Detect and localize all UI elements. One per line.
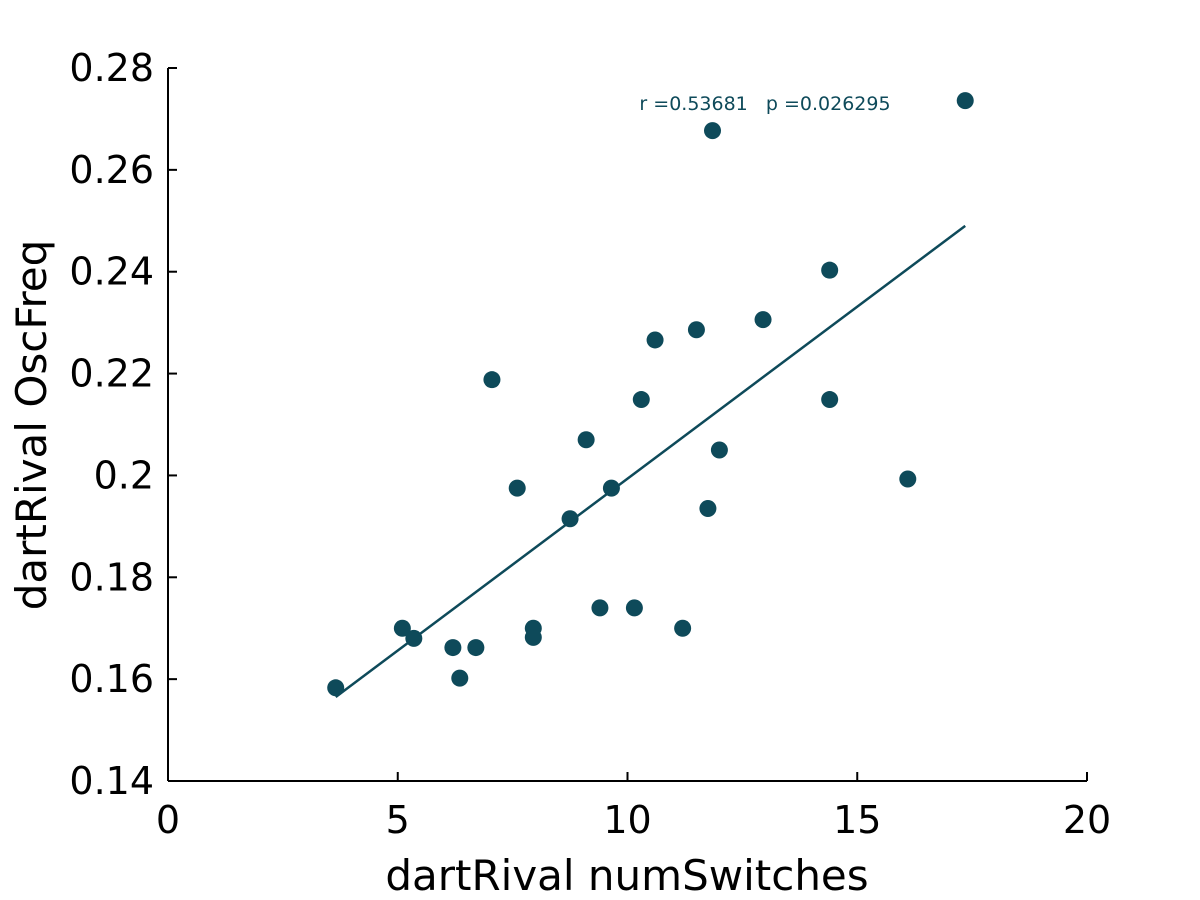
correlation-annotation: r =0.53681 p =0.026295 — [639, 93, 890, 115]
data-point — [393, 619, 411, 637]
x-tick-label: 5 — [386, 798, 410, 842]
y-tick-label: 0.28 — [69, 46, 154, 90]
data-point — [646, 331, 664, 349]
regression-line — [334, 224, 966, 698]
x-tick-label: 20 — [1063, 798, 1111, 842]
data-point — [467, 639, 485, 657]
data-point — [602, 479, 620, 497]
data-point — [632, 391, 650, 409]
y-tick-label: 0.16 — [69, 657, 154, 701]
y-axis-label: dartRival OscFreq — [7, 240, 56, 611]
x-tick-label: 10 — [603, 798, 651, 842]
data-point — [899, 470, 917, 488]
y-ticks: 0.14 0.16 0.18 0.2 0.22 0.24 0.26 0.28 — [69, 46, 177, 803]
data-point — [508, 479, 526, 497]
data-point — [710, 441, 728, 459]
data-point — [327, 679, 345, 697]
y-tick-label: 0.2 — [94, 453, 154, 497]
data-point — [577, 431, 595, 449]
data-point — [591, 599, 609, 617]
data-point — [451, 669, 469, 687]
data-point — [483, 371, 501, 389]
y-tick-label: 0.26 — [69, 148, 154, 192]
data-point — [699, 500, 717, 518]
y-tick-label: 0.22 — [69, 352, 154, 396]
y-tick-label: 0.14 — [69, 759, 154, 803]
x-ticks: 0 5 10 15 20 — [156, 772, 1111, 842]
data-point — [561, 510, 579, 528]
y-tick-label: 0.18 — [69, 555, 154, 599]
data-point — [956, 92, 974, 110]
data-point — [687, 321, 705, 339]
data-point — [821, 261, 839, 279]
x-axis-label: dartRival numSwitches — [385, 851, 868, 900]
data-point — [704, 122, 722, 140]
data-points — [327, 92, 974, 697]
fit-line-group — [334, 224, 966, 698]
x-tick-label: 15 — [833, 798, 881, 842]
data-point — [754, 311, 772, 329]
data-point — [625, 599, 643, 617]
data-point — [444, 639, 462, 657]
data-point — [405, 629, 423, 647]
y-tick-label: 0.24 — [69, 250, 154, 294]
data-point — [821, 391, 839, 409]
data-point — [674, 619, 692, 637]
data-point — [524, 628, 542, 646]
axes — [167, 68, 1087, 782]
x-tick-label: 0 — [156, 798, 180, 842]
